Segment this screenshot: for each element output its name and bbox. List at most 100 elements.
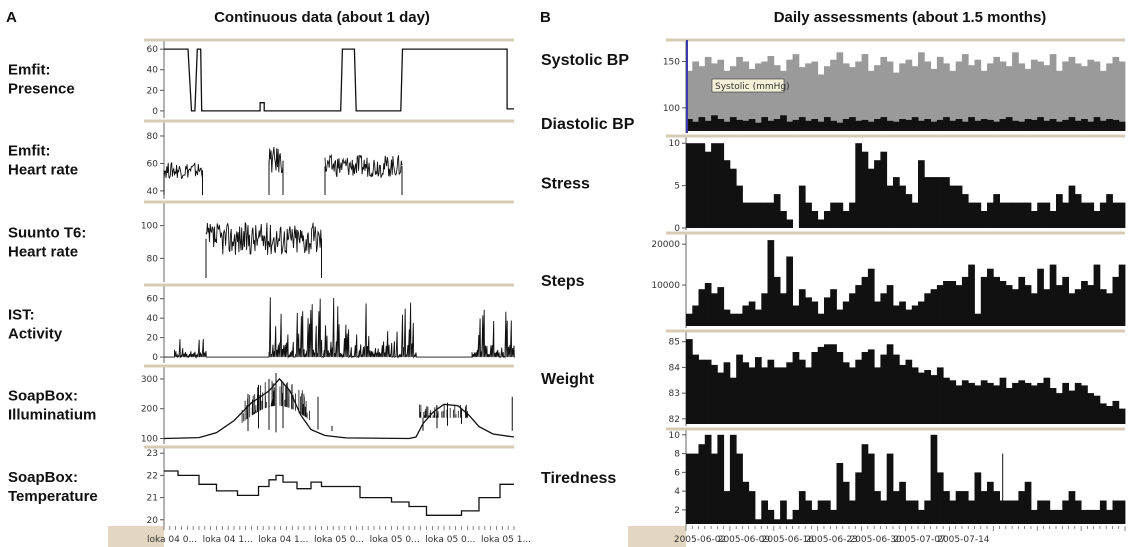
tiredness-bar xyxy=(748,491,756,524)
tiredness-bar xyxy=(899,481,906,524)
weight-ytick-label: 85 xyxy=(669,338,680,348)
blood-pressure-diastolic-bar xyxy=(1056,121,1063,131)
steps-bar xyxy=(943,281,950,326)
soapbox-illuminatium-label: SoapBox: xyxy=(8,388,78,405)
steps-bar xyxy=(761,293,768,326)
stress-bar xyxy=(993,194,1000,228)
tiredness-bar xyxy=(704,434,712,524)
tiredness-bar xyxy=(773,519,781,524)
emfit-presence-label: Emfit: xyxy=(8,62,51,79)
tiredness-bar xyxy=(729,434,737,524)
steps-bar xyxy=(736,313,743,326)
weight-bar xyxy=(968,382,975,424)
steps-bar xyxy=(1012,289,1019,326)
blood-pressure-diastolic-bar xyxy=(849,117,856,131)
blood-pressure-diastolic-bar xyxy=(1024,119,1032,131)
tiredness-bar xyxy=(1112,500,1120,524)
weight-bar xyxy=(905,359,913,424)
stress-bar xyxy=(974,202,982,228)
tiredness-bar xyxy=(1037,500,1044,524)
ist-activity-label: IST: xyxy=(8,307,35,324)
weight-bar xyxy=(1099,403,1107,424)
steps-bar xyxy=(1056,285,1063,326)
blood-pressure-systolic-bar xyxy=(717,59,725,132)
blood-pressure-systolic-bar xyxy=(773,65,781,131)
tiredness-bar xyxy=(1081,509,1088,524)
blood-pressure-systolic-bar xyxy=(692,61,699,131)
weight-bar xyxy=(949,380,957,424)
blood-pressure-systolic-bar xyxy=(1043,65,1051,131)
weight-bar xyxy=(773,367,781,424)
steps-ytick-label: 20000 xyxy=(651,240,680,250)
weight-bar xyxy=(1030,385,1038,424)
blood-pressure-systolic-bar xyxy=(880,56,888,131)
stress-bar xyxy=(736,185,743,228)
weight-bar xyxy=(755,357,762,424)
blood-pressure-diastolic-bar xyxy=(1062,119,1069,131)
steps-bar xyxy=(1005,285,1013,326)
tiredness-bar xyxy=(893,491,900,524)
steps-bar xyxy=(792,305,800,326)
stress-bar xyxy=(955,185,963,228)
blood-pressure-systolic-bar xyxy=(792,54,800,131)
blood-pressure-diastolic-bar xyxy=(1018,121,1026,131)
blood-pressure-diastolic-bar xyxy=(736,119,743,131)
tiredness-bar xyxy=(767,509,775,524)
tiredness-bar xyxy=(1018,491,1026,524)
weight-ytick-label: 83 xyxy=(669,389,680,399)
weight-bar xyxy=(1012,382,1019,424)
blood-pressure-label: Diastolic BP xyxy=(541,116,635,133)
stress-bar xyxy=(1005,202,1013,228)
tiredness-bar xyxy=(1093,509,1101,524)
stress-bar xyxy=(1087,202,1095,228)
stress-bar xyxy=(861,151,869,228)
blood-pressure-diastolic-bar xyxy=(949,120,957,131)
steps-bar xyxy=(930,289,938,326)
weight-bar xyxy=(1081,385,1088,424)
blood-pressure-systolic-bar xyxy=(1012,52,1019,131)
stress-bar xyxy=(704,151,712,228)
blood-pressure-systolic-bar xyxy=(1068,56,1076,131)
stress-bar xyxy=(830,202,837,228)
stress-bar xyxy=(1074,194,1082,228)
tiredness-bar xyxy=(805,500,812,524)
weight-bar xyxy=(1062,382,1069,424)
weight-bar xyxy=(830,344,837,424)
steps-bar xyxy=(1112,276,1120,326)
stress-bar xyxy=(842,211,850,228)
steps-bar xyxy=(1043,289,1051,326)
steps-bar xyxy=(1093,264,1101,326)
blood-pressure-systolic-bar xyxy=(761,61,768,131)
blood-pressure-systolic-bar xyxy=(742,61,750,131)
steps-bar xyxy=(805,297,812,326)
tiredness-bar xyxy=(1099,500,1107,524)
weight-bar xyxy=(918,372,925,424)
blood-pressure-diastolic-bar xyxy=(755,122,762,131)
soapbox-temperature-xtick-label: loka 05 1... xyxy=(481,535,531,545)
tiredness-xtick-label: 2005-07-14 xyxy=(937,535,990,545)
ist-activity-ytick-label: 20 xyxy=(147,334,159,344)
tiredness-xtick-label: 2005-06-30 xyxy=(849,535,902,545)
blood-pressure-diastolic-bar xyxy=(886,120,894,131)
steps-bar xyxy=(811,301,819,326)
emfit-presence-ytick-label: 20 xyxy=(147,86,159,96)
tiredness-bar xyxy=(918,509,925,524)
blood-pressure-systolic-bar xyxy=(686,70,693,131)
weight-bar xyxy=(980,380,988,424)
tiredness-bar xyxy=(974,472,982,524)
weight-bar xyxy=(1037,382,1044,424)
stress-bar xyxy=(1093,211,1101,228)
weight-bar xyxy=(930,375,938,424)
blood-pressure-systolic-bar xyxy=(729,66,737,131)
steps-bar xyxy=(723,309,731,326)
tiredness-bar xyxy=(811,509,819,524)
steps-bar xyxy=(955,285,963,326)
stress-bar xyxy=(698,143,706,228)
weight-bar xyxy=(805,367,812,424)
tiredness-xtick-label: 2005-06-09 xyxy=(718,535,771,545)
blood-pressure-diastolic-bar xyxy=(980,119,988,131)
blood-pressure-systolic-bar xyxy=(867,70,875,131)
tiredness-bar xyxy=(886,453,894,524)
blood-pressure-diastolic-bar xyxy=(905,119,913,131)
